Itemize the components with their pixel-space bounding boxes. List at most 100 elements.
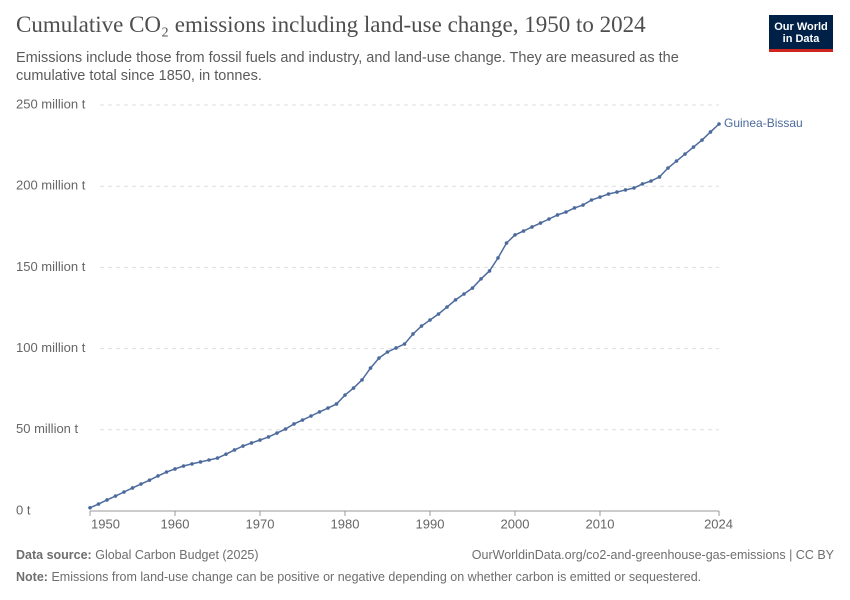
point (521, 229, 526, 233)
point (453, 298, 458, 302)
point (343, 393, 347, 397)
point (496, 256, 500, 260)
point (309, 414, 313, 418)
point (402, 342, 407, 346)
point (164, 470, 169, 474)
point (147, 478, 152, 482)
point (300, 418, 305, 422)
point (411, 332, 415, 336)
point (351, 386, 356, 390)
note-text: Emissions from land-use change can be po… (51, 570, 702, 584)
point (215, 456, 220, 460)
point (649, 179, 653, 183)
point (419, 324, 424, 328)
point (564, 210, 568, 214)
point (139, 482, 143, 486)
x-tick-label: 1970 (246, 516, 275, 531)
point (275, 431, 279, 435)
point (623, 188, 628, 192)
point (513, 233, 517, 237)
point (598, 195, 602, 199)
point (691, 145, 696, 149)
point (360, 378, 364, 382)
x-tick-label: 1950 (91, 516, 120, 531)
point (470, 286, 475, 290)
point (606, 192, 611, 196)
point (88, 505, 92, 510)
point (674, 159, 679, 163)
point (173, 467, 177, 471)
x-tick-label: 2010 (586, 516, 615, 531)
point (130, 486, 135, 490)
point (428, 318, 432, 322)
point (700, 138, 704, 142)
point (232, 448, 237, 452)
source-text: Global Carbon Budget (2025) (95, 548, 259, 562)
point (96, 502, 101, 506)
point (530, 225, 534, 229)
point (334, 402, 339, 406)
y-tick-label: 200 million t (16, 178, 86, 193)
point (224, 452, 228, 456)
y-tick-label: 0 t (16, 502, 31, 517)
point (368, 366, 373, 370)
point (555, 213, 560, 217)
point (445, 305, 449, 309)
url[interactable]: OurWorldinData.org/co2-and-greenhouse-ga… (471, 548, 834, 562)
point (105, 498, 109, 502)
point (708, 130, 713, 134)
source: Data source: Global Carbon Budget (2025) (16, 548, 259, 562)
point (436, 312, 441, 316)
point (657, 175, 662, 179)
point (292, 422, 296, 426)
point (326, 406, 330, 410)
point (385, 350, 390, 354)
x-tick-label: 2000 (501, 516, 530, 531)
point (547, 217, 551, 221)
logo-line: in Data (782, 33, 820, 45)
logo-line: Our World (774, 21, 828, 33)
y-tick-label: 250 million t (16, 96, 86, 111)
point (640, 182, 645, 186)
line (89, 123, 720, 509)
source-label: Data source: (16, 548, 92, 562)
point (504, 241, 509, 245)
logo[interactable]: Our World in Data (769, 15, 833, 52)
chart-title: Cumulative CO₂ emissions including land-… (16, 12, 646, 37)
y-tick-label: 50 million t (16, 421, 79, 436)
point (207, 458, 211, 462)
point (156, 474, 160, 478)
x-tick-label: 1960 (161, 516, 190, 531)
point (538, 221, 543, 225)
point (394, 346, 398, 350)
x-tick-label: 2024 (704, 516, 733, 531)
chart-subtitle: Emissions include those from fossil fuel… (16, 50, 679, 84)
point (377, 356, 381, 360)
point (283, 427, 288, 431)
x-tick-label: 1980 (331, 516, 360, 531)
point (258, 438, 262, 442)
point (122, 490, 126, 494)
point (462, 292, 466, 296)
point (317, 410, 322, 414)
point (113, 494, 118, 498)
point (190, 462, 194, 466)
point (249, 441, 254, 445)
point (615, 190, 619, 194)
point (181, 464, 186, 468)
legend-label: Guinea-Bissau (724, 116, 803, 130)
note: Note: Emissions from land-use change can… (16, 570, 701, 584)
point (487, 269, 492, 273)
note-label: Note: (16, 570, 48, 584)
point (241, 444, 245, 448)
point (632, 186, 636, 190)
y-tick-label: 100 million t (16, 340, 86, 355)
y-tick-label: 150 million t (16, 259, 86, 274)
x-tick-label: 1990 (416, 516, 445, 531)
point (683, 152, 687, 156)
point (572, 206, 577, 210)
point (717, 122, 721, 126)
point (479, 277, 483, 281)
point (266, 435, 271, 439)
